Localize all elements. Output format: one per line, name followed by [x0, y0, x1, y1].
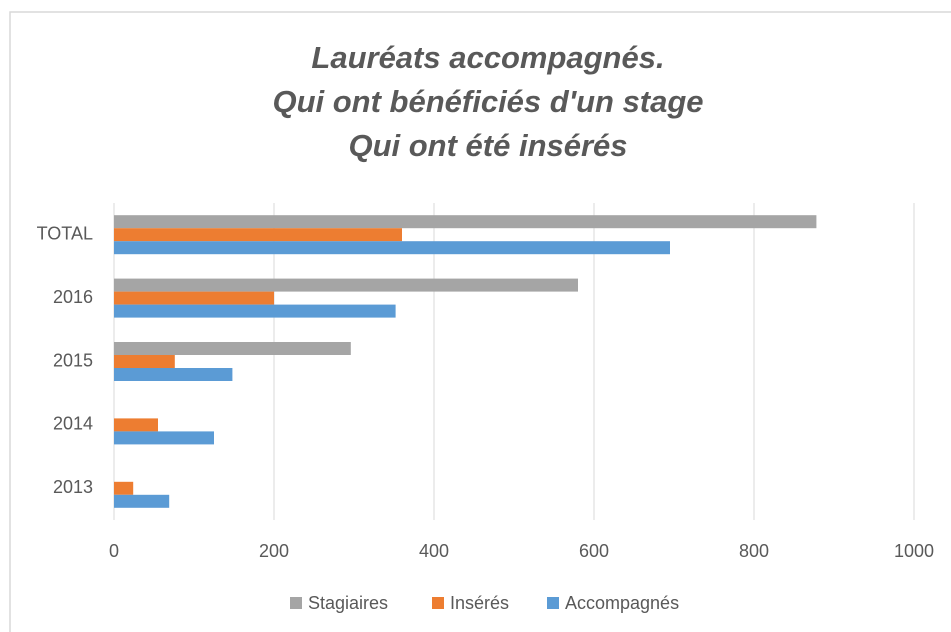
- bar: [114, 342, 351, 355]
- bar: [114, 481, 134, 495]
- bar: [114, 215, 817, 229]
- bar: [114, 291, 274, 305]
- bar: [114, 418, 158, 432]
- legend-swatch: [432, 597, 444, 609]
- legend-label: Insérés: [450, 593, 509, 613]
- chart-frame: [9, 11, 951, 632]
- bar: [114, 228, 402, 242]
- bar: [114, 431, 214, 445]
- legend-label: Accompagnés: [565, 593, 679, 613]
- y-tick-label: 2016: [53, 287, 93, 307]
- legend-swatch: [290, 597, 302, 609]
- legend-swatch: [547, 597, 559, 609]
- chart-title: Qui ont bénéficiés d'un stage: [272, 84, 703, 119]
- x-tick-label: 800: [739, 541, 769, 561]
- y-tick-label: 2014: [53, 414, 93, 434]
- y-tick-label: 2015: [53, 350, 93, 370]
- x-tick-label: 1000: [894, 541, 934, 561]
- chart-title: Qui ont été insérés: [348, 128, 627, 163]
- chart-title: Lauréats accompagnés.: [311, 40, 664, 75]
- y-tick-label: TOTAL: [37, 223, 93, 243]
- bar: [114, 304, 396, 318]
- x-tick-label: 200: [259, 541, 289, 561]
- x-tick-label: 0: [109, 541, 119, 561]
- bar: [114, 355, 175, 368]
- bar: [114, 494, 170, 508]
- x-tick-label: 600: [579, 541, 609, 561]
- legend-label: Stagiaires: [308, 593, 388, 613]
- bar: [114, 241, 670, 255]
- y-tick-label: 2013: [53, 477, 93, 497]
- x-tick-label: 400: [419, 541, 449, 561]
- bar: [114, 368, 233, 381]
- bar: [114, 278, 578, 292]
